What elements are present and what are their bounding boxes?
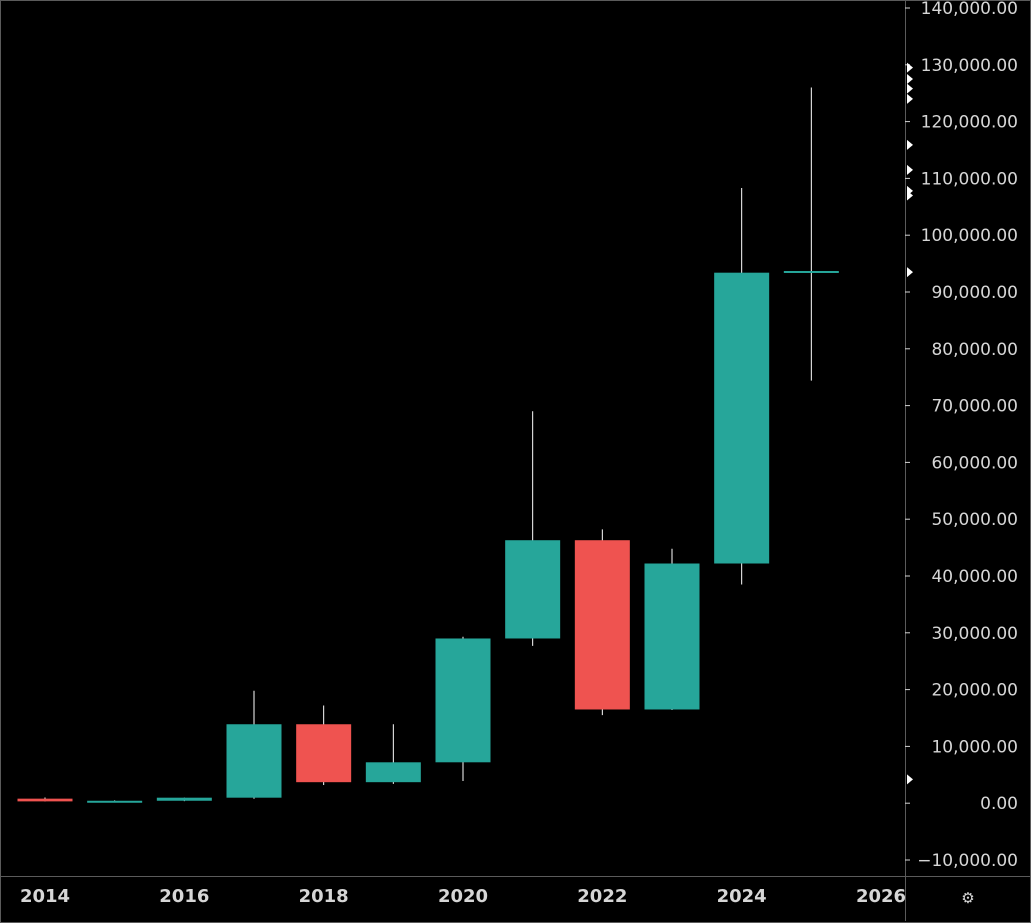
price-marker xyxy=(907,190,913,201)
candle-body xyxy=(156,797,212,801)
candle[interactable] xyxy=(435,636,491,782)
candle-body xyxy=(714,272,770,564)
candle-body xyxy=(17,798,73,802)
candle[interactable] xyxy=(17,797,73,802)
price-marker xyxy=(907,267,913,278)
candle[interactable] xyxy=(505,411,561,646)
x-tick-label: 2020 xyxy=(438,886,488,907)
y-tick-label: 40,000.00 xyxy=(931,567,1018,587)
price-marker xyxy=(907,93,913,104)
y-tick-label: 50,000.00 xyxy=(931,510,1018,530)
y-tick-label: 10,000.00 xyxy=(931,737,1018,757)
x-tick-label: 2026 xyxy=(856,886,906,907)
y-tick-label: 140,000.00 xyxy=(921,0,1018,19)
candle-body xyxy=(644,563,700,710)
y-tick-label: 30,000.00 xyxy=(931,624,1018,644)
candle-body xyxy=(435,638,491,763)
candle[interactable] xyxy=(156,797,212,802)
y-tick-label: −10,000.00 xyxy=(917,851,1018,871)
candle[interactable] xyxy=(87,800,143,803)
gear-icon: ⚙ xyxy=(961,889,975,907)
price-marker xyxy=(907,774,913,785)
candle[interactable] xyxy=(574,529,630,716)
y-tick-label: 80,000.00 xyxy=(931,340,1018,360)
price-marker xyxy=(907,139,913,150)
y-tick-label: 90,000.00 xyxy=(931,283,1018,303)
candle[interactable] xyxy=(226,690,282,799)
y-tick-label: 100,000.00 xyxy=(921,226,1018,246)
x-axis: 2014 2016 2018 2020 2022 2024 2026 xyxy=(20,886,906,907)
candle-body xyxy=(87,800,143,803)
candle[interactable] xyxy=(296,705,352,786)
x-tick-label: 2018 xyxy=(299,886,349,907)
price-marker xyxy=(907,164,913,175)
price-marker xyxy=(907,74,913,84)
candle[interactable] xyxy=(644,548,700,711)
price-marker xyxy=(907,62,913,73)
candle-body xyxy=(783,270,839,273)
y-tick-label: 20,000.00 xyxy=(931,681,1018,701)
y-tick-label: 110,000.00 xyxy=(921,169,1018,189)
x-tick-label: 2016 xyxy=(159,886,209,907)
x-tick-label: 2014 xyxy=(20,886,70,907)
y-axis: 140,000.00 130,000.00 120,000.00 110,000.00… xyxy=(905,0,1018,871)
candles xyxy=(17,87,839,803)
x-tick-label: 2022 xyxy=(577,886,627,907)
candle-body xyxy=(505,540,561,639)
x-tick-label: 2024 xyxy=(717,886,767,907)
candle-body xyxy=(226,724,282,798)
settings-button[interactable]: ⚙ xyxy=(956,886,980,910)
candle-body xyxy=(296,724,352,783)
candle[interactable] xyxy=(714,188,770,585)
price-marker xyxy=(907,83,913,94)
candle-body xyxy=(365,762,421,783)
y-tick-label: 0.00 xyxy=(980,794,1018,814)
candle-body xyxy=(574,540,630,710)
y-tick-label: 130,000.00 xyxy=(921,56,1018,76)
price-markers xyxy=(907,62,913,785)
candle[interactable] xyxy=(783,87,839,381)
y-tick-label: 60,000.00 xyxy=(931,453,1018,473)
candle[interactable] xyxy=(365,724,421,784)
y-tick-label: 120,000.00 xyxy=(921,113,1018,133)
y-tick-label: 70,000.00 xyxy=(931,397,1018,417)
